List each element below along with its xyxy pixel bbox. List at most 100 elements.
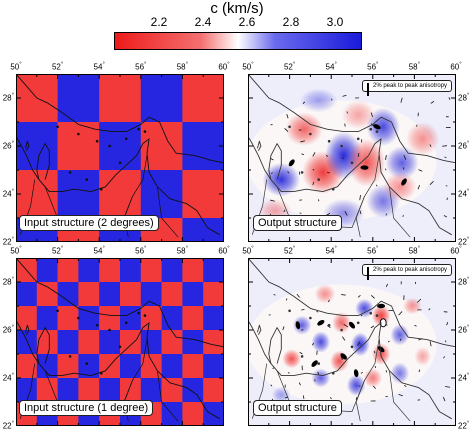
checker-cell xyxy=(78,354,100,379)
panel-label-top-right: Output structure xyxy=(253,215,342,231)
coastline xyxy=(36,143,50,180)
anomaly-blob xyxy=(262,162,300,197)
checker-cell xyxy=(57,306,79,331)
checker-cell xyxy=(182,330,204,355)
checker-cell xyxy=(16,282,38,307)
island xyxy=(356,137,360,141)
checker-cell xyxy=(140,378,162,403)
island xyxy=(375,130,379,133)
checker-cell xyxy=(182,74,224,123)
checker-cell xyxy=(161,378,183,403)
island xyxy=(356,321,360,325)
x-tick-label: 52° xyxy=(283,62,296,72)
panel-label-bottom-right: Output structure xyxy=(253,400,342,416)
checker-cell xyxy=(99,258,121,283)
checker-cell xyxy=(16,306,38,331)
island xyxy=(95,323,99,327)
checker-cell xyxy=(99,378,121,403)
island xyxy=(56,309,59,313)
checker-cell xyxy=(57,282,79,307)
checker-cell xyxy=(203,402,224,426)
checker-cell xyxy=(140,122,183,171)
island xyxy=(95,139,99,143)
y-tick-label: 28° xyxy=(2,277,14,287)
panel-label-top-left: Input structure (2 degrees) xyxy=(19,215,159,231)
island xyxy=(327,139,331,143)
anomaly-blob xyxy=(414,346,432,366)
x-tick-label: 50° xyxy=(10,246,22,256)
anisotropy-scale-bar-bottom xyxy=(367,267,369,280)
x-tick-label: 52° xyxy=(51,62,64,72)
island xyxy=(340,328,343,332)
checker-cell xyxy=(161,306,183,331)
x-tick-label: 60° xyxy=(450,246,462,256)
island xyxy=(137,311,141,315)
x-tick-label: 56° xyxy=(367,246,379,256)
anisotropy-scale-bottom: 2% peak to peak anisotropy xyxy=(362,264,453,280)
checker-cell xyxy=(57,170,100,219)
island xyxy=(369,127,373,131)
island xyxy=(288,125,291,129)
anomaly-blob xyxy=(390,324,410,346)
anomaly-blob xyxy=(350,332,370,357)
checker-cell xyxy=(16,330,38,355)
island xyxy=(77,132,80,136)
y-tick-label: 22° xyxy=(458,237,470,247)
checker-cell xyxy=(182,170,224,219)
island xyxy=(108,328,111,332)
checker-cell xyxy=(120,282,142,307)
colorbar-tick-2: 2.6 xyxy=(238,15,256,29)
island xyxy=(77,316,80,320)
checker-cell xyxy=(36,306,58,331)
x-tick-label: 54° xyxy=(93,246,105,256)
velocity-anomalies xyxy=(258,88,440,228)
coastline xyxy=(16,258,224,348)
island xyxy=(143,130,147,133)
anomaly-blob xyxy=(271,386,291,404)
island xyxy=(375,314,379,317)
coastline xyxy=(256,140,262,152)
island xyxy=(300,171,304,174)
checker-cell xyxy=(99,306,121,331)
island xyxy=(118,345,122,349)
checker-cell xyxy=(36,378,58,403)
checker-cell xyxy=(182,218,224,242)
y-tick-label: 28° xyxy=(458,277,470,287)
checker-cell xyxy=(120,354,142,379)
map-panel-output-2deg xyxy=(248,74,456,242)
island xyxy=(331,371,335,375)
island xyxy=(68,171,72,174)
coastlines xyxy=(16,258,224,422)
frame-ticks xyxy=(16,74,224,242)
anomaly-blob xyxy=(292,315,312,335)
checker-cell xyxy=(120,258,142,283)
x-tick-label: 50° xyxy=(242,246,254,256)
checker-cell xyxy=(203,330,224,355)
island xyxy=(317,362,321,365)
checker-cell xyxy=(161,330,183,355)
coastline xyxy=(16,320,221,420)
y-tick-label: 26° xyxy=(458,141,470,151)
checker-cell xyxy=(161,354,183,379)
island xyxy=(99,187,103,191)
checkerboard xyxy=(16,258,224,426)
y-tick-label: 24° xyxy=(2,373,14,383)
checker-cell xyxy=(16,170,58,219)
island xyxy=(108,144,111,148)
anomaly-blob xyxy=(385,146,419,180)
anomaly-blob xyxy=(285,112,323,146)
anomaly-blob xyxy=(366,107,400,146)
island xyxy=(124,137,128,141)
x-tick-label: 52° xyxy=(283,246,296,256)
x-tick-label: 56° xyxy=(135,62,147,72)
island xyxy=(137,127,141,131)
x-tick-label: 54° xyxy=(325,246,337,256)
checker-cell xyxy=(99,170,142,219)
coastline xyxy=(248,320,453,420)
coastline xyxy=(16,136,221,236)
checker-cell xyxy=(182,306,204,331)
anomaly-blob xyxy=(363,368,383,388)
y-tick-label: 26° xyxy=(458,325,470,335)
anomaly-blob xyxy=(383,172,417,202)
checker-cell xyxy=(120,306,142,331)
